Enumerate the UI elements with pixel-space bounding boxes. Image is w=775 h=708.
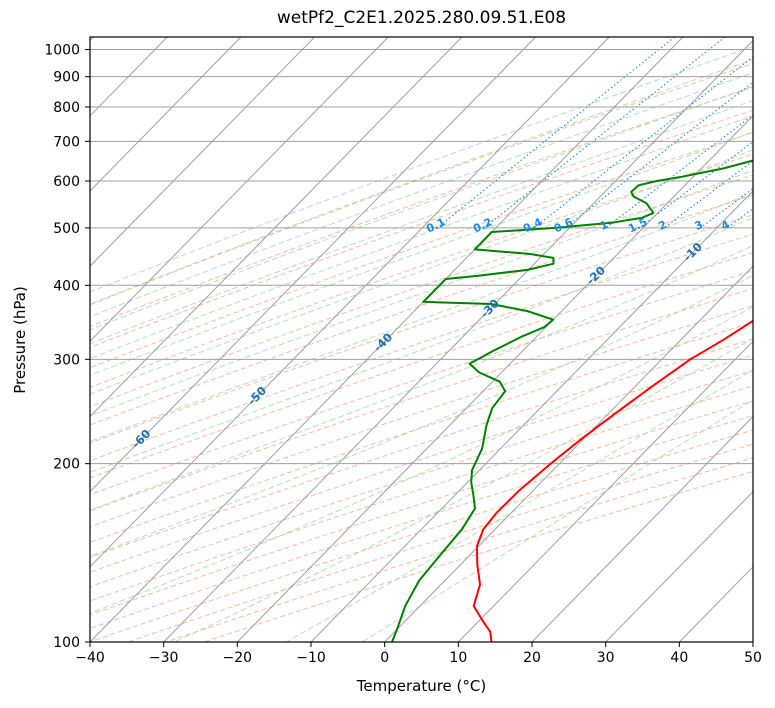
plot-frame bbox=[89, 36, 754, 643]
y-tick-label: 100 bbox=[53, 635, 80, 651]
y-tick-label: 200 bbox=[53, 457, 80, 473]
dry-adiabat-line bbox=[90, 131, 753, 369]
plot-area: -100-90-80-70-60-50-40-30-20-100.10.20.4… bbox=[14, 35, 775, 642]
mixing-ratio-line bbox=[639, 140, 753, 229]
x-axis-label: Temperature (°C) bbox=[356, 677, 487, 695]
x-tick-label: 10 bbox=[449, 650, 467, 666]
moist-adiabat-line bbox=[90, 85, 753, 331]
isotherm-line bbox=[384, 265, 753, 642]
y-tick-label: 800 bbox=[53, 100, 80, 116]
mixing-ratio-line bbox=[564, 81, 753, 229]
moist-adiabat-line bbox=[362, 399, 753, 642]
y-tick-label: 1000 bbox=[44, 43, 80, 59]
moist-adiabat-line bbox=[90, 274, 753, 557]
dry-adiabat-line bbox=[203, 471, 753, 642]
isotherm-line bbox=[90, 37, 315, 267]
mixing-ratio-label: 0.1 bbox=[424, 215, 447, 235]
chart-title: wetPf2_C2E1.2025.280.09.51.E08 bbox=[276, 8, 567, 28]
isotherm-line bbox=[90, 37, 610, 568]
x-tick-label: 30 bbox=[597, 650, 615, 666]
isotherm-line bbox=[752, 641, 753, 642]
dry-adiabat-line bbox=[90, 214, 753, 444]
mixing-ratio-label: 0.6 bbox=[552, 215, 575, 235]
temperature-profile-line bbox=[472, 319, 753, 642]
x-tick-label: 0 bbox=[380, 650, 389, 666]
isotherm-line bbox=[531, 415, 753, 642]
dry-adiabat-line bbox=[90, 429, 753, 642]
mixing-ratio-label: 0.4 bbox=[521, 215, 544, 235]
x-tick-label: 50 bbox=[744, 650, 762, 666]
mixing-ratio-line bbox=[483, 37, 726, 229]
y-tick-label: 600 bbox=[53, 174, 80, 190]
dry-adiabat-line bbox=[90, 321, 753, 543]
dry-adiabat-line bbox=[90, 287, 753, 512]
isotherm-label: -70 bbox=[14, 468, 39, 493]
moist-adiabat-line bbox=[90, 306, 753, 614]
y-axis-label: Pressure (hPa) bbox=[11, 286, 29, 394]
isotherm-line bbox=[236, 115, 753, 642]
mixing-ratio-label: 6 bbox=[758, 218, 771, 233]
isotherm-line bbox=[310, 190, 753, 642]
dry-adiabat-line bbox=[90, 270, 753, 496]
mixing-ratio-line bbox=[663, 160, 753, 229]
moist-adiabat-line bbox=[90, 72, 753, 318]
mixing-ratio-line bbox=[437, 37, 676, 229]
x-tick-label: −30 bbox=[149, 650, 179, 666]
isotherm-line bbox=[457, 340, 753, 642]
x-tick-label: −10 bbox=[296, 650, 326, 666]
isotherm-line bbox=[605, 490, 753, 642]
moist-adiabat-line bbox=[174, 338, 753, 642]
y-tick-label: 400 bbox=[53, 278, 80, 294]
dry-adiabat-line bbox=[90, 194, 753, 426]
y-tick-label: 900 bbox=[53, 70, 80, 86]
dry-adiabat-line bbox=[90, 62, 753, 306]
x-tick-label: 20 bbox=[523, 650, 541, 666]
dry-adiabat-line bbox=[90, 305, 753, 528]
mixing-ratio-line bbox=[726, 207, 753, 229]
dry-adiabat-line bbox=[127, 443, 753, 642]
isotherm-line bbox=[90, 37, 242, 192]
dry-adiabat-line bbox=[90, 370, 753, 588]
x-tick-label: 40 bbox=[670, 650, 688, 666]
y-tick-label: 500 bbox=[53, 221, 80, 237]
moist-adiabat-line bbox=[90, 217, 753, 473]
dry-adiabat-line bbox=[90, 174, 753, 408]
isotherm-line bbox=[163, 39, 753, 642]
dewpoint-profile-line bbox=[391, 159, 753, 642]
y-tick-label: 700 bbox=[53, 134, 80, 150]
mixing-ratio-line bbox=[533, 56, 753, 229]
dry-adiabat-line bbox=[90, 109, 753, 348]
moist-adiabat-line bbox=[90, 169, 753, 417]
dry-adiabat-line bbox=[90, 354, 753, 573]
mixing-ratio-label: 1 bbox=[598, 218, 610, 233]
mixing-ratio-line bbox=[766, 35, 775, 228]
dry-adiabat-line bbox=[90, 415, 753, 630]
moist-adiabat-line bbox=[90, 131, 753, 376]
mixing-ratio-label: 1.5 bbox=[626, 215, 649, 235]
moist-adiabat-line bbox=[286, 369, 753, 642]
moist-adiabat-line bbox=[90, 192, 753, 443]
isotherm-line bbox=[90, 37, 463, 418]
dry-adiabat-line bbox=[90, 338, 753, 558]
isotherm-line bbox=[90, 37, 684, 642]
dry-adiabat-line bbox=[90, 252, 753, 479]
y-tick-label: 300 bbox=[53, 352, 80, 368]
isotherm-line bbox=[90, 37, 536, 493]
moist-adiabat-line bbox=[90, 99, 753, 345]
mixing-ratio-label: 4 bbox=[719, 218, 732, 233]
x-tick-label: −20 bbox=[223, 650, 253, 666]
x-tick-label: −40 bbox=[75, 650, 105, 666]
isotherm-line bbox=[90, 37, 389, 343]
dry-adiabat-line bbox=[90, 385, 753, 602]
dry-adiabat-line bbox=[90, 233, 753, 462]
dry-adiabat-line bbox=[90, 400, 753, 616]
